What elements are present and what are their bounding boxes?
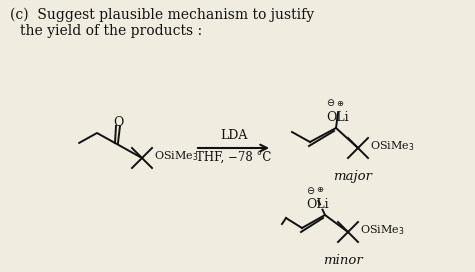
Text: $\oplus$: $\oplus$ [336,98,344,107]
Text: OSiMe$_3$: OSiMe$_3$ [360,223,405,237]
Text: OLi: OLi [307,198,329,211]
Text: OSiMe$_3$: OSiMe$_3$ [370,139,415,153]
Text: THF, −78 °C: THF, −78 °C [196,151,271,164]
Text: $\oplus$: $\oplus$ [316,186,324,194]
Text: OSiMe$_3$: OSiMe$_3$ [154,149,199,163]
Text: minor: minor [323,254,363,267]
Text: (c)  Suggest plausible mechanism to justify: (c) Suggest plausible mechanism to justi… [10,8,314,22]
Text: major: major [333,170,372,183]
Text: $\ominus$: $\ominus$ [306,184,315,196]
Text: O: O [113,116,123,129]
Text: LDA: LDA [220,129,247,142]
Text: the yield of the products :: the yield of the products : [20,24,202,38]
Text: $\ominus$: $\ominus$ [326,97,336,109]
Text: OLi: OLi [327,111,349,124]
